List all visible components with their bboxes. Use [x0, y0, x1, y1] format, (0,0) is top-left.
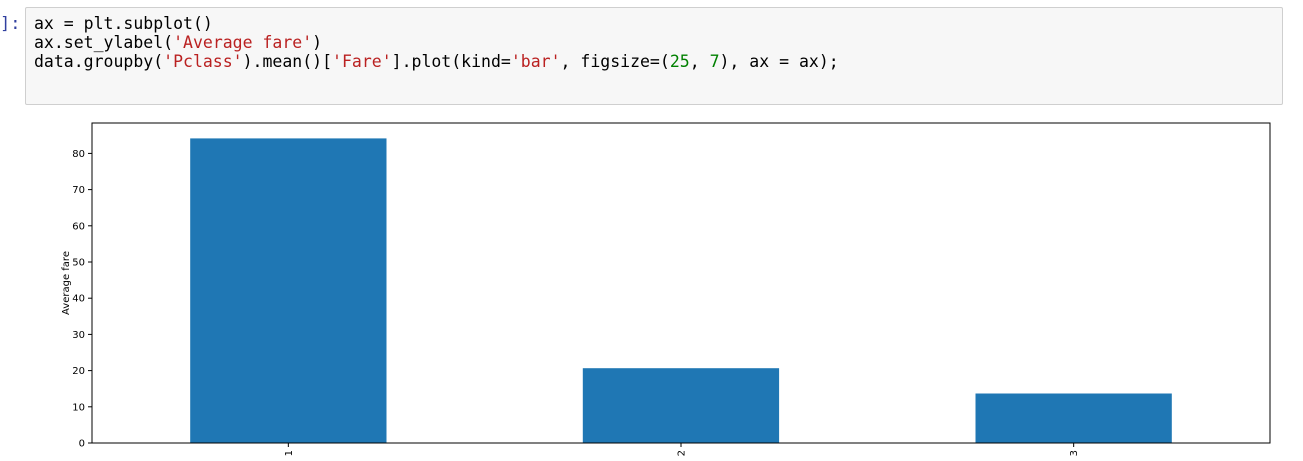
code-string: 'bar' [510, 52, 561, 71]
y-tick-label: 60 [72, 221, 85, 232]
code-line: ax = plt.subplot() [34, 14, 213, 33]
code-line: data.groupby('Pclass').mean()['Fare'].pl… [34, 52, 839, 71]
bar-1 [190, 138, 387, 443]
code-token: ).mean()[ [242, 52, 333, 71]
code-number: 7 [709, 52, 720, 71]
code-editor[interactable]: ax = plt.subplot() ax.set_ylabel('Averag… [25, 7, 1283, 105]
y-tick-label: 30 [72, 330, 85, 341]
code-token: , figsize=( [560, 52, 670, 71]
x-tick-label: 3 [1069, 450, 1080, 456]
y-tick-label: 0 [79, 439, 85, 450]
axes-frame [91, 122, 1271, 444]
code-string: 'Pclass' [163, 52, 243, 71]
y-tick-label: 70 [72, 185, 85, 196]
y-axis-label: Average fare [61, 251, 72, 315]
bars [190, 138, 1172, 443]
code-string: 'Fare' [332, 52, 392, 71]
y-axis: 0 10 20 30 40 50 60 70 80 [72, 149, 92, 450]
code-token: ), ax = ax); [719, 52, 839, 71]
code-number: 25 [669, 52, 690, 71]
code-token: data.groupby( [34, 52, 164, 71]
y-tick-label: 20 [72, 366, 85, 377]
x-tick-label: 2 [677, 450, 688, 456]
y-tick-label: 10 [72, 402, 85, 413]
y-tick-label: 40 [72, 294, 85, 305]
y-tick-label: 50 [72, 258, 85, 269]
x-tick-label: 1 [284, 450, 295, 456]
code-text[interactable]: ax = plt.subplot() ax.set_ylabel('Averag… [26, 8, 1282, 71]
code-token: ax = plt.subplot() [34, 14, 213, 33]
x-axis: 1 2 3 [284, 443, 1080, 456]
input-prompt: ]: [0, 14, 21, 34]
code-token: ].plot(kind= [391, 52, 511, 71]
bar-2 [582, 368, 780, 443]
code-line: ax.set_ylabel('Average fare') [34, 33, 322, 52]
code-token: ax.set_ylabel( [34, 33, 174, 52]
code-token: ) [312, 33, 323, 52]
y-tick-label: 80 [72, 149, 85, 160]
output-area: 0 10 20 30 40 50 60 70 80 1 2 3 Average fare [0, 110, 1303, 457]
bar-chart: 0 10 20 30 40 50 60 70 80 1 2 3 Average fare [61, 122, 1271, 456]
code-token: , [689, 52, 710, 71]
code-string: 'Average fare' [173, 33, 313, 52]
bar-3 [975, 393, 1172, 443]
